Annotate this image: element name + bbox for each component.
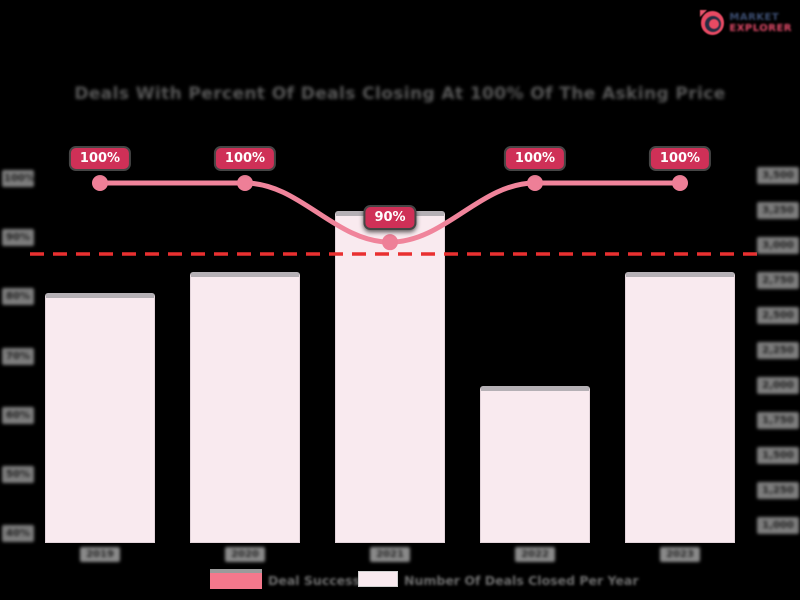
legend-label-bar-series[interactable]: Number Of Deals Closed Per Year [404, 573, 639, 588]
left-axis-tick: 100% [2, 170, 35, 187]
brand-name-line1: MARKET [729, 12, 780, 23]
x-axis-label-2020: 2020 [225, 547, 265, 562]
left-axis-tick: 70% [2, 347, 34, 365]
point-label-2020: 100% [213, 146, 277, 171]
bar-2023[interactable] [625, 272, 735, 543]
brand-name-line2: EXPLORER [729, 23, 792, 34]
right-axis-tick: 2,750 [757, 272, 799, 289]
right-axis-tick: 2,000 [757, 377, 799, 394]
line-marker-2022 [527, 175, 543, 191]
bar-2022[interactable] [480, 385, 590, 543]
right-axis-tick: 1,750 [757, 412, 799, 429]
left-axis-tick: 60% [2, 406, 34, 424]
point-label-2022: 100% [503, 146, 567, 171]
right-axis-tick: 2,500 [757, 307, 799, 324]
legend-swatch-bar-series[interactable] [358, 571, 398, 587]
line-marker-2023 [672, 175, 688, 191]
right-axis-tick: 1,500 [757, 447, 799, 464]
bar-2019[interactable] [45, 293, 155, 543]
line-marker-2019 [92, 175, 108, 191]
legend-swatch-line-series[interactable] [210, 569, 262, 589]
left-axis-tick: 80% [2, 288, 34, 306]
point-label-2021: 90% [363, 205, 417, 231]
point-label-2023: 100% [648, 146, 712, 171]
point-label-2019: 100% [68, 146, 132, 171]
x-axis-label-2021: 2021 [370, 547, 410, 562]
right-axis-tick: 1,250 [757, 482, 799, 499]
legend-label-line-series[interactable]: Deal Success % [268, 573, 377, 588]
right-axis-tick: 1,000 [757, 517, 799, 534]
chart-title: Deals With Percent Of Deals Closing At 1… [74, 84, 726, 104]
x-axis-label-2022: 2022 [515, 547, 555, 562]
left-axis-tick: 90% [2, 229, 34, 247]
right-axis-tick: 3,500 [757, 167, 799, 184]
bar-2020[interactable] [190, 272, 300, 543]
x-axis-label-2019: 2019 [80, 547, 120, 562]
bar-2021[interactable] [335, 210, 445, 543]
right-axis-tick: 3,000 [757, 237, 799, 254]
right-axis-tick: 2,250 [757, 342, 799, 359]
globe-icon [700, 10, 725, 36]
left-axis-tick: 40% [2, 525, 34, 542]
x-axis-label-2023: 2023 [660, 547, 700, 562]
line-marker-2020 [237, 175, 253, 191]
right-axis-tick: 3,250 [757, 202, 799, 219]
brand-logo[interactable]: MARKET EXPLORER [700, 8, 792, 38]
left-axis-tick: 50% [2, 465, 34, 483]
legend: Deal Success % Number Of Deals Closed Pe… [0, 566, 800, 596]
